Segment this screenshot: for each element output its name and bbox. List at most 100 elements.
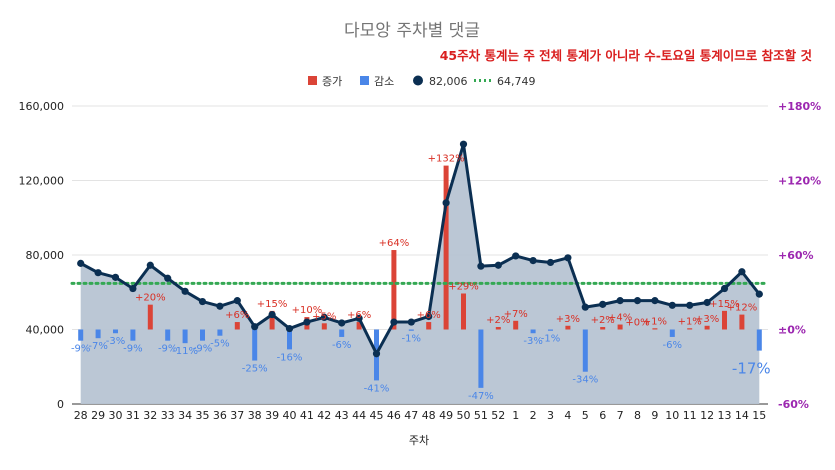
- change-label: -3%: [523, 336, 542, 347]
- total-line-layer: [77, 140, 763, 358]
- x-tick-label: 42: [317, 409, 331, 422]
- x-tick-label: 13: [718, 409, 732, 422]
- total-point: [599, 300, 607, 308]
- total-point: [512, 252, 520, 260]
- right-tick-label: +180%: [778, 100, 821, 113]
- total-point: [164, 274, 172, 282]
- change-bar: [217, 329, 223, 336]
- total-point: [529, 256, 537, 265]
- change-label: +29%: [448, 281, 479, 292]
- change-label: +1%: [643, 316, 667, 327]
- left-tick-label: 160,000: [19, 100, 65, 113]
- total-point: [686, 301, 694, 309]
- total-point: [720, 284, 729, 293]
- total-point: [668, 301, 676, 309]
- x-tick-label: 5: [582, 409, 589, 422]
- x-tick-label: 49: [439, 409, 453, 422]
- change-label: -6%: [332, 340, 351, 351]
- change-bar: [78, 329, 84, 341]
- change-bar: [461, 293, 466, 330]
- change-label: +0%: [625, 318, 649, 329]
- left-tick-label: 0: [57, 398, 64, 411]
- change-label: +12%: [727, 303, 758, 314]
- total-point: [77, 259, 85, 267]
- x-tick-label: 46: [387, 409, 401, 422]
- change-bar: [617, 324, 623, 330]
- x-tick-label: 29: [91, 409, 105, 422]
- x-tick-label: 10: [665, 409, 679, 422]
- x-tick-label: 36: [213, 409, 227, 422]
- total-point: [564, 254, 572, 262]
- change-bar: [704, 325, 710, 330]
- change-labels: -9%-7%-3%-9%+20%-9%-11%-9%-5%+6%-25%+15%…: [71, 154, 771, 402]
- left-tick-label: 80,000: [26, 249, 65, 262]
- change-label: -9%: [71, 344, 90, 355]
- right-tick-label: +60%: [778, 249, 814, 262]
- change-bar: [756, 329, 762, 351]
- legend: 증가 감소 82,006 64,749: [308, 75, 536, 88]
- total-point: [633, 297, 642, 305]
- change-label: +64%: [379, 238, 410, 249]
- x-tick-label: 47: [404, 409, 418, 422]
- change-label: +6%: [347, 310, 371, 321]
- change-bar: [165, 329, 171, 341]
- total-point: [407, 318, 415, 326]
- change-label: +20%: [135, 293, 166, 304]
- change-label: -3%: [106, 336, 125, 347]
- change-label: -9%: [158, 344, 177, 355]
- x-tick-label: 41: [300, 409, 314, 422]
- change-bar: [234, 322, 240, 330]
- total-point: [303, 318, 311, 326]
- change-bar: [669, 329, 675, 337]
- x-tick-label: 52: [491, 409, 505, 422]
- change-label: +5%: [312, 311, 336, 322]
- change-bar: [426, 322, 432, 330]
- right-tick-label: -60%: [778, 398, 809, 411]
- total-line: [79, 142, 761, 356]
- change-bar: [182, 329, 188, 344]
- total-point: [285, 324, 294, 333]
- total-point: [390, 318, 398, 326]
- total-point: [494, 261, 502, 269]
- total-point: [442, 199, 450, 207]
- area-layer: [80, 144, 760, 404]
- x-tick-label: 34: [178, 409, 192, 422]
- x-tick-label: 40: [283, 409, 297, 422]
- x-tick-label: 51: [474, 409, 488, 422]
- legend-swatch-increase: [308, 76, 317, 85]
- total-point: [111, 273, 120, 281]
- change-label: +6%: [225, 310, 249, 321]
- legend-label-total: 82,006: [429, 75, 468, 88]
- change-bar: [652, 328, 658, 330]
- change-bar: [530, 329, 536, 334]
- change-bar: [391, 250, 397, 330]
- total-point: [355, 314, 363, 322]
- legend-label-average: 64,749: [497, 75, 536, 88]
- x-tick-label: 32: [143, 409, 157, 422]
- change-bar: [687, 328, 693, 330]
- x-tick-label: 37: [230, 409, 244, 422]
- x-tick-label: 12: [700, 409, 714, 422]
- change-bar: [443, 165, 449, 330]
- x-tick-label: 1: [512, 409, 519, 422]
- change-bar: [408, 329, 414, 331]
- change-bar: [339, 329, 345, 337]
- total-point: [425, 312, 433, 321]
- x-tick-label: 35: [196, 409, 210, 422]
- change-bar: [113, 329, 118, 334]
- total-point: [251, 323, 259, 331]
- change-label: +2%: [591, 315, 615, 326]
- change-label: -1%: [541, 334, 560, 345]
- legend-label-decrease: 감소: [374, 75, 394, 88]
- total-point: [703, 298, 711, 307]
- change-bar: [356, 322, 362, 330]
- change-bar: [495, 327, 501, 330]
- change-label: -16%: [277, 352, 303, 363]
- total-point: [181, 287, 189, 295]
- change-bar: [321, 323, 327, 330]
- total-point: [755, 290, 763, 298]
- change-bar: [287, 329, 292, 350]
- total-point: [477, 262, 485, 270]
- change-label: +4%: [608, 313, 632, 324]
- x-tick-label: 44: [352, 409, 366, 422]
